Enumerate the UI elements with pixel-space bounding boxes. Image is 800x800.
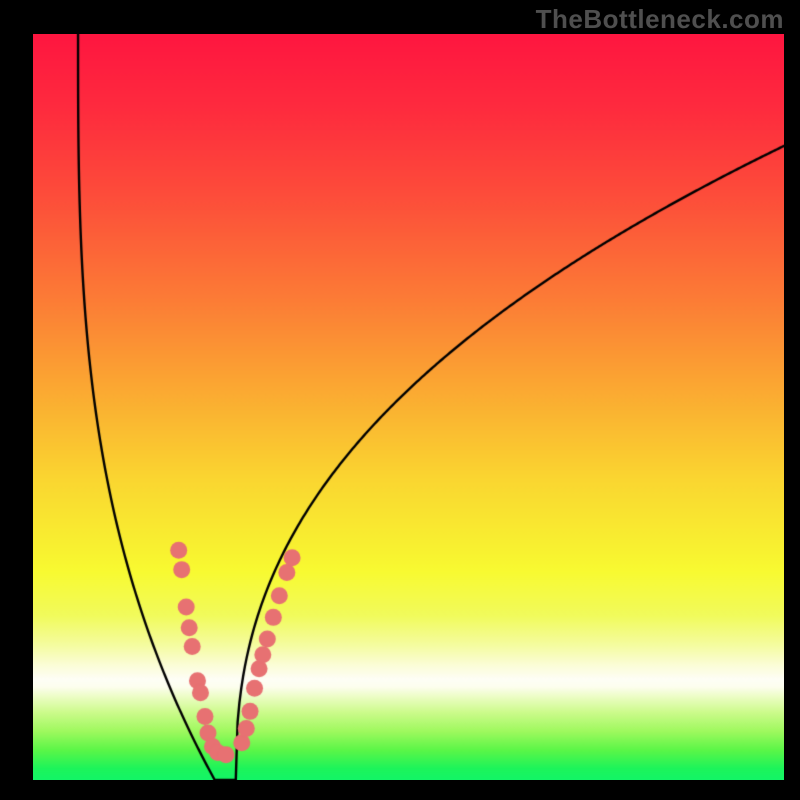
bottleneck-chart bbox=[33, 34, 784, 780]
attribution-watermark: TheBottleneck.com bbox=[536, 4, 784, 35]
chart-canvas bbox=[33, 34, 784, 780]
